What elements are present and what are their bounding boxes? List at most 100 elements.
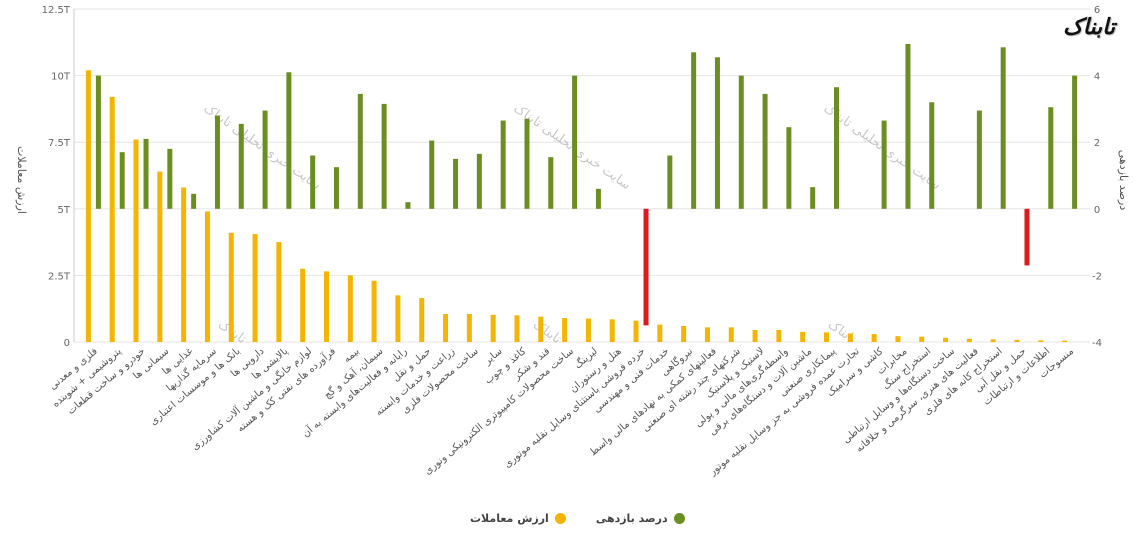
tabnak-logo: تابناک (1048, 6, 1130, 48)
value-bar (1038, 340, 1044, 342)
return-bar (476, 153, 482, 209)
return-bar (381, 103, 387, 209)
legend-item-value[interactable]: ارزش معاملات (470, 512, 566, 525)
value-bar (419, 298, 425, 342)
return-bar (453, 158, 459, 209)
value-bar (347, 275, 353, 342)
left-tick-label: 0 (64, 338, 70, 349)
value-bar (395, 295, 401, 342)
return-bar (643, 208, 649, 326)
return-bar (905, 43, 911, 209)
left-axis-title: ارزش معاملات (15, 146, 28, 214)
return-bar (95, 75, 101, 209)
return-bar (548, 157, 554, 209)
return-bar (191, 193, 197, 209)
value-bar (1062, 340, 1068, 342)
value-bar (585, 318, 591, 342)
value-bar (776, 330, 782, 342)
return-bar (238, 123, 244, 209)
return-bar (834, 87, 839, 209)
left-tick-label: 10T (51, 72, 71, 83)
right-tick-label: -4 (1092, 338, 1102, 349)
value-bar (562, 318, 568, 342)
value-bar (1014, 339, 1020, 342)
value-bar (752, 330, 758, 342)
return-bar (1048, 107, 1054, 209)
left-tick-label: 2.5T (48, 271, 71, 282)
value-bar (443, 314, 449, 342)
return-bar (1072, 75, 1078, 209)
value-bar (966, 338, 972, 342)
value-series (85, 70, 1068, 342)
left-axis-ticks: 0 2.5T 5T 7.5T 10T 12.5T (42, 5, 71, 349)
return-bar (334, 167, 339, 209)
value-bar (490, 314, 496, 342)
return-bar (976, 110, 982, 209)
return-bar (524, 118, 530, 209)
legend-item-return[interactable]: درصد بازدهی (596, 512, 685, 525)
value-bar (252, 234, 258, 342)
return-bar (595, 188, 601, 209)
return-series (95, 43, 1078, 326)
logo-text: تابناک (1063, 14, 1115, 40)
value-bar (204, 211, 210, 342)
value-bar (276, 242, 282, 342)
value-bar (633, 320, 639, 342)
return-bar (405, 202, 411, 209)
right-axis-title: درصد بازدهی (1117, 150, 1130, 211)
value-bar (728, 327, 734, 342)
left-tick-label: 7.5T (48, 138, 71, 149)
return-bar (1000, 47, 1006, 209)
value-bar (871, 334, 877, 342)
value-bar (181, 187, 187, 342)
legend-dot-value (554, 513, 566, 524)
return-bar (500, 120, 506, 209)
value-bar (681, 326, 687, 342)
left-tick-label: 5T (58, 205, 71, 216)
value-bar (895, 336, 901, 342)
return-bar (143, 138, 149, 209)
return-bar (119, 152, 125, 209)
right-axis-ticks: -4 -2 0 2 4 6 (1092, 5, 1102, 349)
left-tick-label: 12.5T (42, 5, 71, 16)
value-bar (157, 171, 163, 342)
return-bar (738, 75, 744, 209)
value-bar (324, 271, 329, 342)
right-tick-label: 2 (1094, 138, 1100, 149)
return-bar (810, 187, 816, 209)
legend-dot-return (673, 513, 685, 524)
return-bar (691, 52, 697, 209)
value-bar (466, 314, 472, 342)
value-bar (300, 268, 306, 342)
return-bar (357, 93, 363, 209)
value-bar (704, 327, 710, 342)
value-bar (990, 339, 996, 342)
return-bar (1024, 208, 1030, 266)
return-bar (167, 148, 173, 209)
return-bar (786, 127, 792, 209)
right-tick-label: 6 (1094, 5, 1100, 16)
watermark-short: تابناک (825, 317, 859, 347)
value-bar (228, 232, 234, 342)
return-bar (572, 75, 578, 209)
value-bar (919, 336, 925, 342)
legend: ارزش معاملات درصد بازدهی (470, 512, 685, 525)
value-bar (133, 139, 139, 342)
return-bar (429, 140, 435, 209)
value-bar (800, 331, 806, 342)
watermark: سایت خبری تحلیلی تابناک سایت خبری تحلیلی … (201, 101, 944, 347)
value-bar (609, 319, 615, 342)
value-bar (657, 324, 663, 342)
return-bar (714, 57, 720, 209)
return-bar (762, 93, 768, 209)
return-bar (310, 155, 316, 209)
grid-lines (73, 8, 1090, 343)
value-bar (85, 70, 91, 342)
return-bar (214, 115, 220, 209)
value-bar (371, 280, 377, 342)
watermark-short: تابناک (530, 317, 564, 347)
legend-label-return: درصد بازدهی (595, 512, 668, 525)
return-bar (881, 120, 887, 209)
